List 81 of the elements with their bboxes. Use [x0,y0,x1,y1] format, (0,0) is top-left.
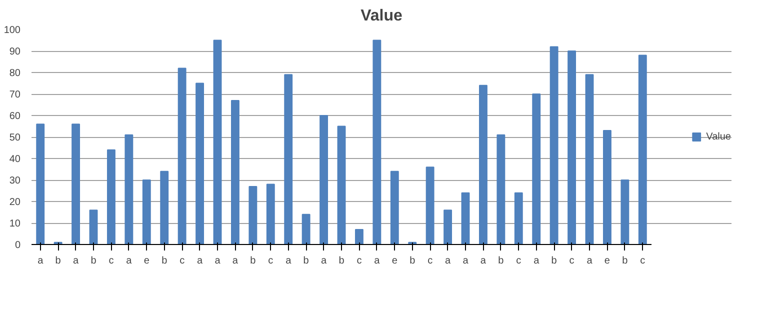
x-tick-label: e [604,256,610,266]
bar [444,210,452,244]
y-tick-label: 60 [9,111,21,122]
x-tick-label: c [268,256,274,266]
bar [178,68,186,244]
x-tick-label: a [445,256,452,266]
x-tick-label: e [392,256,398,266]
bar [550,46,558,244]
x-tick-label: b [498,256,504,266]
x-tick-label: b [55,256,62,266]
x-tick-label: c [516,256,522,266]
y-tick-label: 70 [9,90,21,100]
y-tick-label: 100 [4,25,21,36]
x-tick-label: b [90,256,97,266]
x-tick-label: e [144,256,150,266]
x-tick-label: a [232,256,238,266]
bar [514,192,523,244]
bar [337,126,346,244]
bar [106,149,116,244]
x-tick-label: b [622,256,628,266]
bar [196,82,204,244]
bar [496,134,506,244]
x-tick-label: a [534,256,540,266]
x-tick-label: b [410,256,416,266]
x-tick-label: a [197,256,204,266]
bar [602,130,612,244]
x-tick-label: c [428,256,433,266]
bar [302,214,310,244]
x-tick-label: a [374,256,380,266]
x-tick-label: a [38,256,44,266]
y-tick-label: 90 [9,46,21,58]
y-tick-label: 0 [14,240,21,251]
bar [532,94,541,244]
x-tick-label: c [569,256,574,266]
x-tick-label: c [640,256,646,266]
y-tick-label: 80 [9,68,21,79]
bar [230,100,240,244]
x-tick-label: c [108,256,114,266]
x-tick-label: a [321,256,328,266]
bar [620,180,630,244]
legend-label: Value [706,131,731,142]
bar [354,228,364,244]
x-tick-label: a [586,256,593,266]
x-tick-label: b [162,256,168,266]
bar [638,54,647,244]
y-tick-label: 30 [9,176,21,186]
bar [124,134,134,244]
bar [89,210,98,244]
x-tick-label: a [286,256,292,266]
chart-title: Value [360,8,403,24]
bar [266,184,275,244]
y-tick-label: 20 [9,197,21,208]
x-tick-label: a [480,256,486,266]
bar [320,115,328,244]
x-tick-label: a [214,256,221,266]
x-tick-label: a [126,256,132,266]
x-tick-label: c [356,256,362,266]
x-tick-label: a [462,256,469,266]
y-tick-label: 40 [9,154,21,165]
x-tick-label: b [338,256,345,266]
y-tick-label: 50 [9,132,21,144]
bar [36,124,45,244]
bar [478,84,488,244]
bar [372,40,382,244]
bar [585,74,594,244]
bar [213,40,222,244]
bar [390,170,399,244]
y-tick-label: 10 [9,218,21,230]
x-tick-label: a [73,256,80,266]
bar [284,74,293,244]
x-tick-label: b [303,256,310,266]
bar [72,124,80,244]
x-tick-label: c [180,256,185,266]
bar [142,180,151,244]
bar [568,50,576,244]
bar [248,186,258,244]
x-tick-label: b [551,256,558,266]
x-tick-label: b [250,256,256,266]
bar [426,166,434,244]
bar [160,170,169,244]
bar [461,192,470,244]
